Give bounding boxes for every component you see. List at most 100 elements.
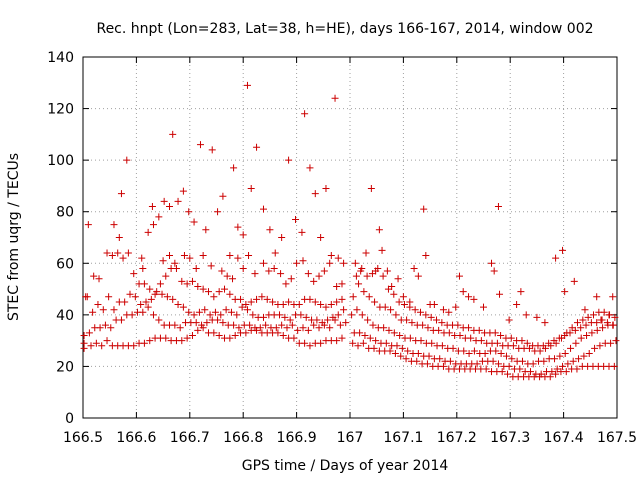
data-point: [349, 293, 357, 301]
data-point: [433, 316, 441, 324]
data-point: [266, 226, 274, 234]
data-point: [575, 355, 583, 363]
data-point: [144, 228, 152, 236]
data-point: [505, 362, 513, 370]
data-point: [96, 324, 104, 332]
data-point: [508, 355, 516, 363]
data-point: [262, 321, 270, 329]
data-point: [121, 298, 129, 306]
data-point: [288, 321, 296, 329]
data-point: [110, 306, 118, 314]
data-point: [179, 303, 187, 311]
data-point: [281, 313, 289, 321]
data-point: [590, 311, 598, 319]
data-point: [353, 306, 361, 314]
data-point: [310, 321, 318, 329]
data-point: [179, 187, 187, 195]
data-point: [166, 252, 174, 260]
data-point: [378, 246, 386, 254]
data-point: [185, 308, 193, 316]
data-point: [95, 275, 103, 283]
x-tick-label: 167: [337, 430, 364, 446]
data-point: [596, 342, 604, 350]
data-point: [259, 313, 267, 321]
data-point: [517, 288, 525, 296]
data-point: [146, 285, 154, 293]
x-tick-label: 167.2: [437, 430, 477, 446]
data-point: [386, 347, 394, 355]
data-point: [561, 288, 569, 296]
data-point: [285, 298, 293, 306]
data-point: [518, 357, 526, 365]
data-point: [327, 252, 335, 260]
data-point: [199, 252, 207, 260]
data-point: [502, 352, 510, 360]
data-point: [552, 370, 560, 378]
data-point: [299, 257, 307, 265]
data-point: [445, 329, 453, 337]
data-point: [354, 342, 362, 350]
data-point: [196, 141, 204, 149]
data-point: [283, 324, 291, 332]
data-point: [392, 311, 400, 319]
data-point: [593, 319, 601, 327]
data-point: [459, 288, 467, 296]
data-point: [588, 329, 596, 337]
data-point: [375, 226, 383, 234]
data-point: [315, 324, 323, 332]
data-point: [577, 334, 585, 342]
data-point: [156, 280, 164, 288]
y-tick-label: 60: [56, 256, 74, 272]
data-point: [185, 208, 193, 216]
data-point: [490, 267, 498, 275]
data-point: [101, 321, 109, 329]
data-point: [579, 316, 587, 324]
data-point: [356, 329, 364, 337]
data-point: [131, 293, 139, 301]
data-point: [130, 342, 138, 350]
data-point: [445, 308, 453, 316]
data-point: [406, 303, 414, 311]
data-point: [555, 334, 563, 342]
data-point: [247, 185, 255, 193]
data-point: [278, 234, 286, 241]
data-point: [489, 357, 497, 365]
data-point: [199, 285, 207, 293]
data-point: [496, 290, 504, 298]
data-point: [362, 249, 370, 257]
data-point: [460, 347, 468, 355]
data-point: [149, 311, 157, 319]
data-point: [169, 130, 177, 138]
data-point: [174, 301, 182, 309]
data-point: [269, 298, 277, 306]
data-point: [403, 316, 411, 324]
data-point: [304, 270, 312, 278]
data-point: [140, 339, 148, 347]
data-point: [84, 221, 92, 229]
data-point: [178, 337, 186, 345]
data-point: [533, 313, 541, 321]
data-point: [585, 350, 593, 358]
data-point: [424, 324, 432, 332]
data-points: [80, 81, 620, 381]
data-point: [561, 350, 569, 358]
data-point: [393, 342, 401, 350]
data-point: [306, 295, 314, 303]
data-point: [333, 282, 341, 290]
data-point: [334, 254, 342, 262]
data-point: [336, 321, 344, 329]
data-point: [249, 311, 257, 319]
data-point: [366, 334, 374, 342]
data-point: [465, 350, 473, 358]
data-point: [218, 267, 226, 275]
data-point: [92, 339, 100, 347]
data-point: [380, 324, 388, 332]
data-point: [327, 301, 335, 309]
data-point: [516, 365, 524, 373]
data-point: [298, 228, 306, 236]
data-point: [603, 319, 611, 327]
data-point: [414, 272, 422, 280]
data-point: [230, 321, 238, 329]
data-point: [229, 275, 237, 283]
data-point: [227, 308, 235, 316]
